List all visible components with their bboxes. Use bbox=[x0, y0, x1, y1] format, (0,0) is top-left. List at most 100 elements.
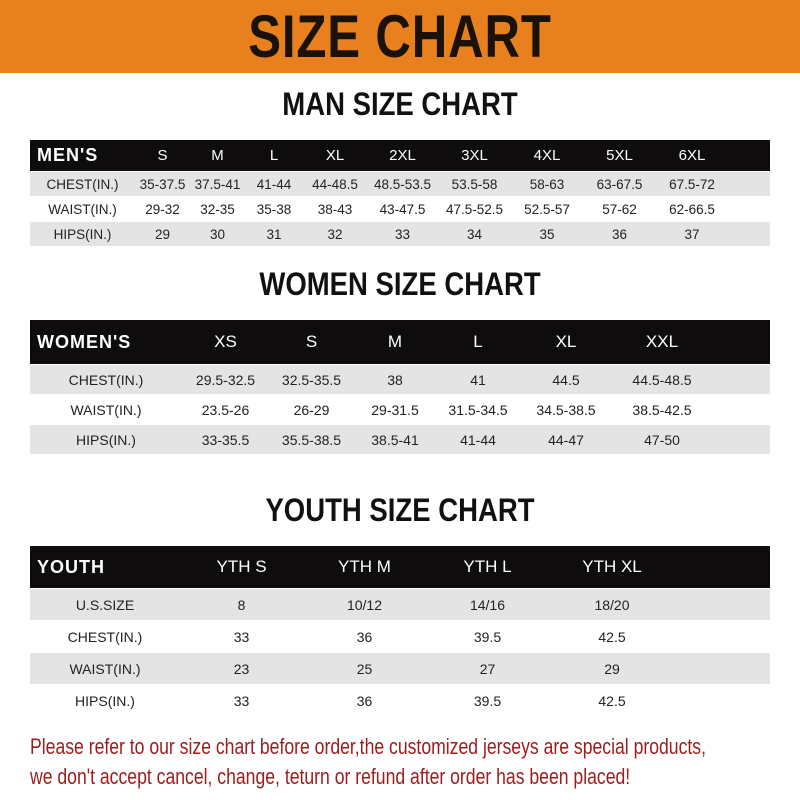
size-header: XL bbox=[555, 332, 577, 351]
size-header: L bbox=[269, 147, 279, 164]
table-row: HIPS(IN.) 33 36 39.5 42.5 bbox=[30, 685, 770, 716]
table-cell: 53.5-58 bbox=[451, 176, 498, 192]
table-cell: 29-31.5 bbox=[371, 401, 419, 418]
table-cell: 44.5-48.5 bbox=[632, 371, 692, 388]
table-cell: 41-44 bbox=[460, 431, 496, 448]
size-header: YTH L bbox=[463, 557, 512, 576]
table-cell: 23.5-26 bbox=[201, 401, 250, 418]
table-cell: 39.5 bbox=[473, 692, 502, 709]
table-cell: 35.5-38.5 bbox=[281, 431, 342, 448]
table-header-row: MEN'S S M L XL 2XL 3XL 4XL 5XL 6XL bbox=[30, 140, 770, 171]
row-label: CHEST(IN.) bbox=[67, 628, 143, 645]
table-cell: 44.5 bbox=[552, 371, 580, 388]
table-corner-label: MEN'S bbox=[37, 145, 99, 165]
table-row: CHEST(IN.) 29.5-32.5 32.5-35.5 38 41 44.5 44.5… bbox=[30, 365, 770, 394]
size-header: XS bbox=[214, 332, 237, 351]
men-section-title: MAN SIZE CHART bbox=[282, 86, 518, 122]
row-label: U.S.SIZE bbox=[75, 596, 135, 613]
table-row: CHEST(IN.) 35-37.5 37.5-41 41-44 44-48.5 48.5… bbox=[30, 172, 770, 196]
size-header: S bbox=[305, 332, 318, 351]
size-header: XXL bbox=[645, 332, 679, 351]
table-row: CHEST(IN.) 33 36 39.5 42.5 bbox=[30, 621, 770, 652]
table-cell: 33 bbox=[394, 226, 411, 242]
table-cell: 37.5-41 bbox=[194, 176, 241, 192]
row-label: HIPS(IN.) bbox=[75, 692, 135, 709]
size-header: 5XL bbox=[606, 147, 633, 164]
table-cell: 34 bbox=[466, 226, 483, 242]
table-cell: 29 bbox=[154, 226, 171, 242]
table-cell: 44-48.5 bbox=[312, 176, 358, 192]
table-cell: 42.5 bbox=[598, 692, 626, 709]
table-cell: 29.5-32.5 bbox=[195, 371, 256, 388]
table-cell: 47-50 bbox=[644, 431, 680, 448]
size-header: M bbox=[211, 147, 224, 164]
table-cell: 36 bbox=[356, 692, 373, 709]
table-cell: 33 bbox=[233, 628, 250, 645]
size-header: 6XL bbox=[678, 147, 706, 164]
table-row: U.S.SIZE 8 10/12 14/16 18/20 bbox=[30, 589, 770, 620]
size-header: 3XL bbox=[461, 147, 488, 164]
youth-size-table: YOUTH YTH S YTH M YTH L YTH XL U.S.SIZE 8 10/12… bbox=[30, 546, 770, 716]
table-cell: 38-43 bbox=[317, 201, 353, 217]
row-label: WAIST(IN.) bbox=[48, 201, 117, 217]
table-cell: 34.5-38.5 bbox=[536, 401, 596, 418]
table-cell: 44-47 bbox=[548, 431, 584, 448]
table-corner-label: WOMEN'S bbox=[37, 331, 132, 352]
women-section-title: WOMEN SIZE CHART bbox=[259, 266, 541, 302]
table-cell: 42.5 bbox=[598, 628, 626, 645]
table-cell: 25 bbox=[356, 660, 373, 677]
size-header: YTH M bbox=[338, 557, 391, 576]
table-cell: 27 bbox=[479, 660, 496, 677]
table-row: WAIST(IN.) 29-32 32-35 35-38 38-43 43-47.5 47.… bbox=[30, 197, 770, 221]
size-header: XL bbox=[325, 147, 345, 164]
table-cell: 14/16 bbox=[469, 596, 506, 613]
table-row: WAIST(IN.) 23.5-26 26-29 29-31.5 31.5-34.5 34… bbox=[30, 395, 770, 424]
table-header-row: YOUTH YTH S YTH M YTH L YTH XL bbox=[30, 546, 770, 588]
table-cell: 8 bbox=[237, 596, 246, 613]
table-cell: 35-38 bbox=[256, 201, 292, 217]
table-cell: 58-63 bbox=[529, 176, 565, 192]
table-cell: 29 bbox=[604, 660, 620, 677]
table-cell: 26-29 bbox=[293, 401, 330, 418]
table-cell: 43-47.5 bbox=[379, 201, 426, 217]
row-label: HIPS(IN.) bbox=[76, 431, 136, 448]
size-header: L bbox=[473, 332, 483, 351]
table-cell: 39.5 bbox=[473, 628, 502, 645]
table-cell: 30 bbox=[209, 226, 226, 242]
table-cell: 37 bbox=[684, 226, 700, 242]
table-header-row: WOMEN'S XS S M L XL XXL bbox=[30, 320, 770, 364]
men-size-table: MEN'S S M L XL 2XL 3XL 4XL 5XL 6XL CHEST(IN.) 35-37… bbox=[30, 140, 770, 246]
table-cell: 33-35.5 bbox=[201, 431, 250, 448]
table-cell: 38.5-41 bbox=[371, 431, 419, 448]
table-cell: 67.5-72 bbox=[669, 176, 715, 192]
table-cell: 36 bbox=[611, 226, 628, 242]
row-label: WAIST(IN.) bbox=[70, 401, 142, 418]
page-title: SIZE CHART bbox=[248, 3, 552, 70]
table-cell: 18/20 bbox=[594, 596, 630, 613]
women-size-table: WOMEN'S XS S M L XL XXL CHEST(IN.) 29.5-32.5 32.5… bbox=[30, 320, 770, 454]
size-header: YTH XL bbox=[582, 557, 642, 576]
table-cell: 38.5-42.5 bbox=[632, 401, 692, 418]
row-label: CHEST(IN.) bbox=[68, 371, 144, 388]
table-cell: 31 bbox=[266, 226, 282, 242]
size-header: 2XL bbox=[389, 147, 416, 164]
size-header: S bbox=[157, 147, 168, 164]
table-row: HIPS(IN.) 29 30 31 32 33 34 35 36 37 bbox=[30, 222, 770, 246]
table-cell: 23 bbox=[233, 660, 250, 677]
table-row: HIPS(IN.) 33-35.5 35.5-38.5 38.5-41 41-44 44-… bbox=[30, 425, 770, 454]
table-cell: 32 bbox=[327, 226, 343, 242]
size-header: 4XL bbox=[533, 147, 561, 164]
order-note-line-2: we don't accept cancel, change, teturn o… bbox=[30, 764, 631, 789]
table-row: WAIST(IN.) 23 25 27 29 bbox=[30, 653, 770, 684]
size-header: YTH S bbox=[216, 557, 267, 576]
table-corner-label: YOUTH bbox=[37, 556, 105, 577]
youth-section-title: YOUTH SIZE CHART bbox=[265, 492, 535, 528]
size-header: M bbox=[387, 332, 403, 351]
row-label: HIPS(IN.) bbox=[53, 226, 112, 242]
table-cell: 57-62 bbox=[602, 201, 637, 217]
table-cell: 62-66.5 bbox=[669, 201, 715, 217]
table-cell: 10/12 bbox=[346, 596, 383, 613]
table-cell: 36 bbox=[356, 628, 373, 645]
row-label: WAIST(IN.) bbox=[69, 660, 141, 677]
table-cell: 41 bbox=[470, 371, 486, 388]
